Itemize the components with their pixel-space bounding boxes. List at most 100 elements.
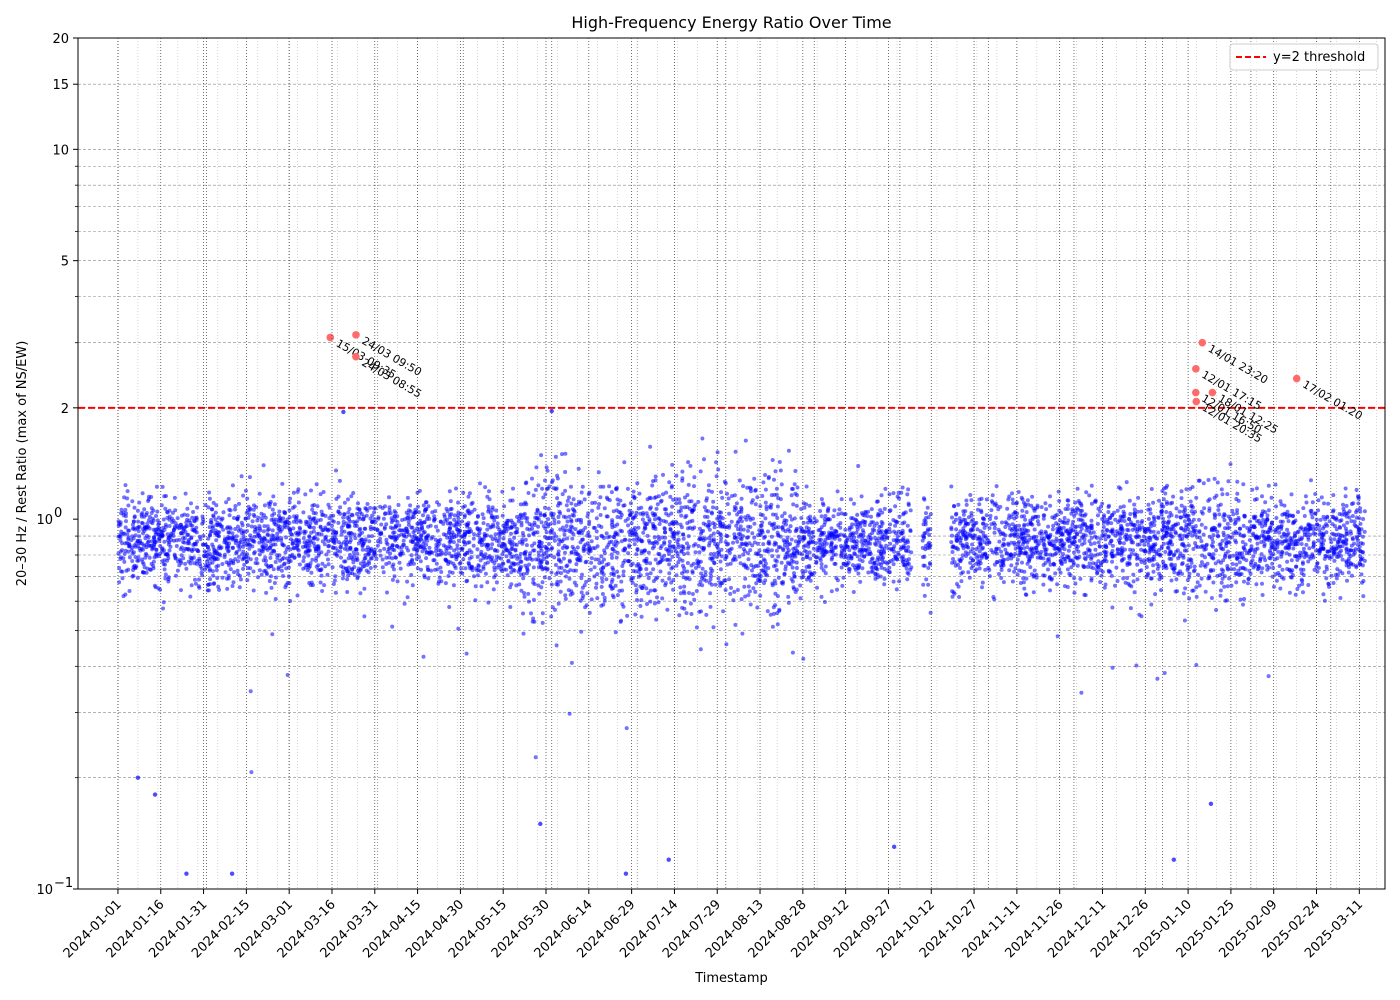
data-point (291, 519, 296, 524)
data-point (732, 589, 737, 594)
data-point (725, 534, 730, 539)
data-point (513, 547, 518, 552)
data-point (819, 594, 824, 599)
data-point (319, 550, 324, 555)
data-point (423, 547, 428, 552)
data-point (774, 541, 779, 546)
data-point (362, 556, 367, 561)
data-point (1234, 580, 1239, 585)
data-point (781, 538, 786, 543)
data-point (483, 485, 488, 490)
data-point (631, 489, 636, 494)
data-point (1346, 570, 1351, 575)
data-point (899, 490, 904, 495)
data-point (333, 546, 338, 551)
data-point (605, 497, 610, 502)
data-point (411, 515, 416, 520)
data-point (188, 594, 193, 599)
data-point (341, 515, 346, 520)
data-point (271, 567, 276, 572)
data-point (632, 542, 637, 547)
data-point (1290, 513, 1295, 518)
data-point (236, 559, 241, 564)
data-point (303, 492, 308, 497)
data-point (167, 540, 172, 545)
data-point (347, 514, 352, 519)
data-point (511, 561, 516, 566)
data-point (859, 494, 864, 499)
data-point (477, 531, 482, 536)
data-point (670, 565, 675, 570)
data-point (669, 580, 674, 585)
data-point (508, 564, 513, 569)
data-point (1280, 567, 1285, 572)
data-point (333, 574, 338, 579)
data-point (811, 546, 816, 551)
data-point (472, 532, 476, 537)
data-point (904, 566, 909, 571)
data-point (257, 533, 262, 538)
data-point (387, 555, 392, 560)
data-point (658, 569, 663, 574)
data-point (307, 543, 312, 548)
data-point (870, 565, 875, 570)
data-point (644, 511, 649, 516)
data-point (1215, 480, 1220, 485)
data-point (698, 647, 703, 652)
data-point (454, 522, 459, 526)
data-point (1107, 503, 1111, 508)
data-point (602, 598, 607, 603)
data-point (587, 534, 592, 539)
data-point (746, 551, 750, 556)
data-point (500, 489, 505, 494)
data-point (1096, 513, 1100, 518)
data-point (678, 585, 683, 590)
data-point (746, 593, 751, 598)
data-point (828, 544, 833, 549)
data-point (1225, 521, 1230, 526)
data-point (205, 545, 210, 549)
data-point (655, 595, 659, 600)
data-point (552, 521, 557, 526)
data-point (778, 534, 783, 539)
data-point (281, 556, 286, 560)
data-point (213, 517, 218, 522)
data-point (782, 511, 787, 516)
data-point (596, 505, 601, 510)
data-point (462, 529, 467, 534)
data-point (300, 545, 305, 549)
data-point (318, 580, 323, 585)
data-point (323, 513, 328, 518)
data-point (563, 550, 567, 555)
data-point (1055, 582, 1060, 587)
data-point (525, 516, 530, 521)
data-point (402, 601, 407, 606)
data-point (648, 505, 653, 510)
data-point (626, 516, 630, 521)
data-point (823, 571, 828, 576)
data-point (295, 539, 300, 544)
data-point (551, 512, 556, 516)
data-point (559, 571, 563, 576)
data-point (686, 534, 691, 539)
data-point (216, 546, 221, 550)
data-point (900, 528, 905, 533)
data-point (977, 502, 982, 507)
data-point (533, 515, 538, 520)
data-point (1362, 529, 1367, 534)
data-point (996, 546, 1001, 551)
data-point (900, 559, 905, 564)
data-point (427, 516, 432, 521)
data-point (410, 534, 415, 539)
data-point (471, 543, 476, 548)
data-point (497, 527, 502, 532)
data-point (670, 484, 674, 488)
data-point (739, 509, 744, 514)
data-point (666, 548, 671, 553)
data-point (714, 460, 719, 465)
data-point (149, 506, 154, 511)
data-point (434, 561, 439, 566)
data-point (706, 519, 711, 524)
data-point (413, 510, 418, 515)
data-point (216, 515, 221, 520)
